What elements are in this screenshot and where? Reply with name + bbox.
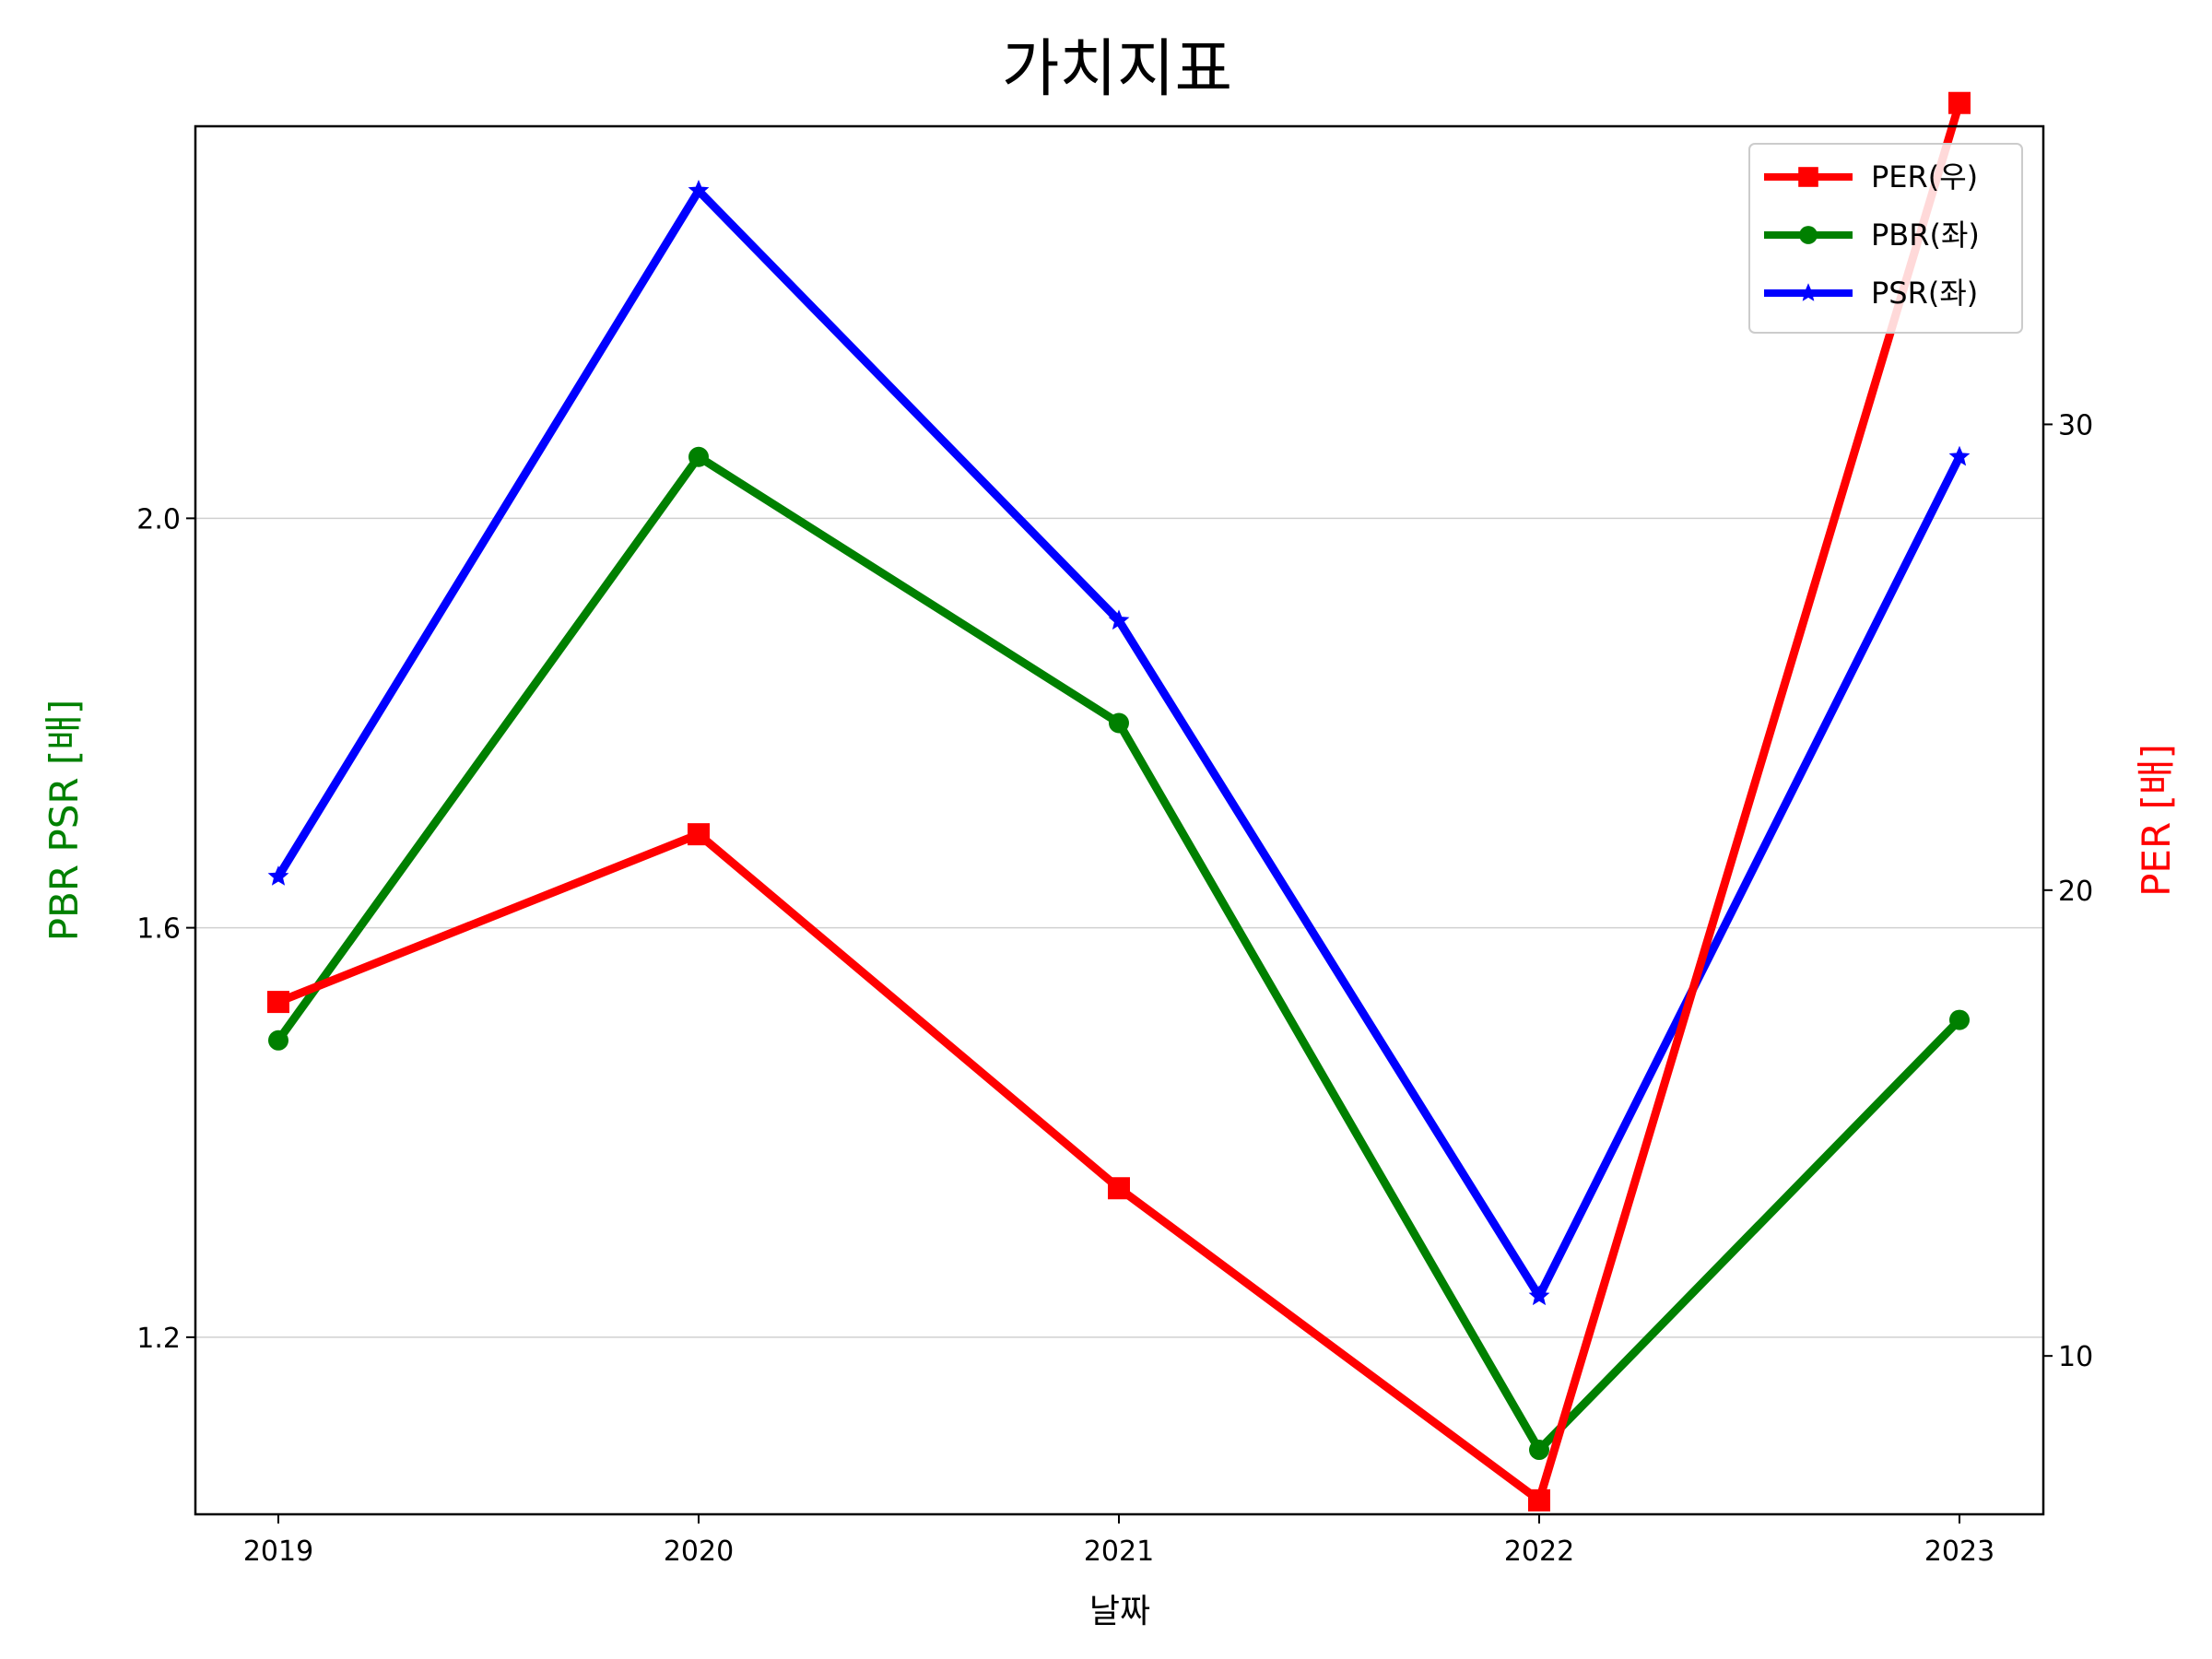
y-left-tick-label: 2.0 — [136, 503, 181, 535]
data-point-psr — [1528, 1285, 1550, 1306]
legend-marker — [1798, 283, 1818, 301]
y-axis-label-right: PER [배] — [2134, 744, 2179, 897]
chart-title: 가치지표 — [1002, 33, 1232, 106]
x-tick-label: 2021 — [1084, 1535, 1154, 1568]
y-right-tick-label: 10 — [2058, 1341, 2093, 1373]
data-point-per — [1948, 91, 1971, 114]
legend-label: PSR(좌) — [1871, 276, 1978, 311]
plot-frame — [194, 124, 2045, 1516]
legend-label: PER(우) — [1871, 159, 1978, 194]
x-axis-label: 날짜 — [1089, 1593, 1150, 1630]
y-right-tick-label: 30 — [2058, 409, 2093, 441]
legend: PER(우) PBR(좌) PSR(좌) — [1748, 143, 2023, 334]
legend-marker — [1799, 226, 1818, 244]
x-tick-label: 2022 — [1504, 1535, 1574, 1568]
y-left-tick-label: 1.2 — [136, 1323, 181, 1355]
axes: 1.2 1.6 2.0 10 20 30 2019 2020 2021 2022 2023 — [136, 409, 2093, 1568]
data-point-pbr — [688, 446, 709, 467]
x-tick-label: 2020 — [664, 1535, 734, 1568]
series-line-per — [276, 101, 1964, 1505]
legend-marker — [1798, 167, 1818, 187]
data-point-pbr — [1949, 1009, 1970, 1030]
data-point-psr — [1948, 445, 1971, 466]
data-point-per — [1528, 1488, 1550, 1512]
series-line-psr — [275, 186, 1964, 1300]
y-axis-label-left: PBR PSR [배] — [41, 700, 87, 942]
data-point-pbr — [268, 1030, 288, 1051]
grid — [195, 517, 2043, 1338]
data-point-pbr — [1529, 1440, 1549, 1461]
x-tick-label: 2023 — [1924, 1535, 1994, 1568]
data-point-psr — [1108, 609, 1130, 630]
y-right-tick-label: 20 — [2058, 876, 2093, 908]
legend-box — [1748, 143, 2023, 334]
data-point-psr — [267, 865, 289, 886]
data-point-per — [267, 991, 289, 1014]
x-tick-label: 2019 — [243, 1535, 313, 1568]
data-point-psr — [688, 180, 710, 200]
series-layer — [267, 91, 1971, 1512]
data-point-pbr — [1109, 712, 1129, 734]
data-point-per — [688, 823, 710, 846]
data-point-per — [1108, 1177, 1130, 1200]
legend-label: PBR(좌) — [1871, 218, 1980, 253]
y-left-tick-label: 1.6 — [136, 913, 181, 946]
